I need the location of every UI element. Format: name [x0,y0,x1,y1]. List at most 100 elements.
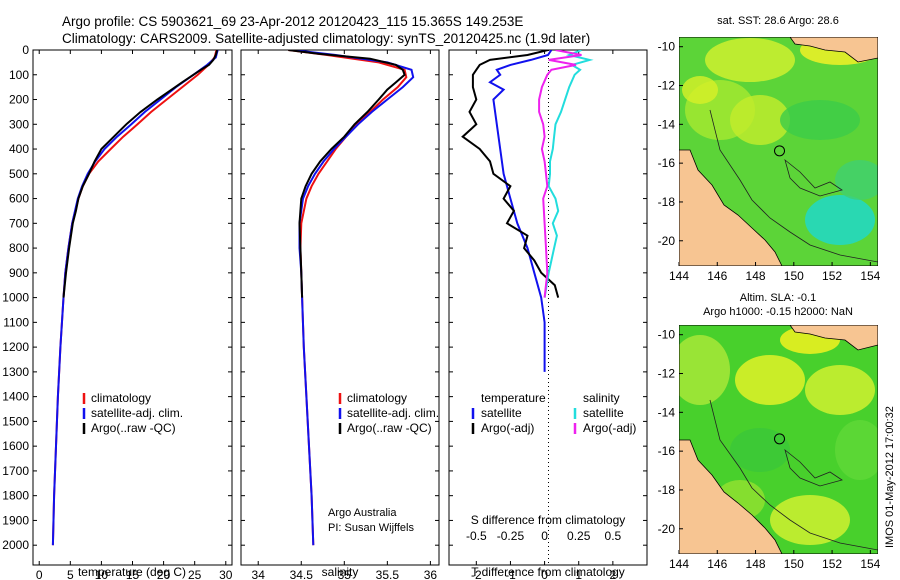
sst-land-ne [789,37,878,63]
depth-tick-label: 2000 [2,538,29,552]
map-x-tick-label: 152 [822,557,842,571]
institution-label: Argo Australia [328,507,397,519]
legend-label: satellite-adj. clim. [91,406,183,420]
legend-label: Argo(-adj) [583,421,636,435]
depth-tick-label: 200 [9,93,29,107]
map-y-tick-label: -10 [658,328,676,342]
sst-float-marker [774,145,786,157]
x-tick-label: -2 [471,568,482,580]
temperature-axes-frame [32,49,233,566]
sst-map-title: sat. SST: 28.6 Argo: 28.6 [717,15,839,27]
map-x-tick-label: 150 [784,269,804,283]
sla-field [679,326,878,545]
salinity-panel: 34 34.5 35 35.5 36 salinity climatologysatel… [240,49,440,580]
map-x-tick-label: 150 [784,557,804,571]
depth-axis: 0 100 200 300 400 500 600 700 800 900 1000 1100 1200… [2,43,232,552]
depth-tick-label: 1500 [2,414,29,428]
depth-tick-label: 1000 [2,291,29,305]
map-y-tick-label: -16 [658,156,676,170]
salinity-axes-frame [240,49,440,566]
x-tick-label: 0 [36,568,43,580]
depth-tick-label: 1300 [2,365,29,379]
depth-tick-label: 500 [9,167,29,181]
map-y-tick-label: -10 [658,40,676,54]
sst-land-australia [679,149,783,266]
field-blob [705,38,795,82]
difference-depth-ticks [449,49,647,546]
temperature-xlabel: temperature (deg C) [78,565,186,579]
map-y-tick-label: -20 [658,234,676,248]
difference-legend: temperature salinitysatelliteArgo(-adj)sa… [471,391,636,435]
map-y-tick-label: -18 [658,195,676,209]
x-tick-label: 34.5 [290,568,314,580]
t-diff-xlabel: T difference from climatology [471,565,625,579]
depth-tick-label: 0 [22,43,29,57]
salinity-x-axis: 34 34.5 35 35.5 36 [252,50,438,580]
depth-tick-label: 1200 [2,340,29,354]
x-tick-label: 25 [188,568,202,580]
sla-land-ne [789,325,878,351]
field-blob [835,160,878,200]
x-tick-label: 10 [95,568,109,580]
x-tick-label: -1 [505,568,516,580]
field-blob [835,420,878,480]
s-diff-xlabel: S difference from climatology [471,513,626,527]
map-y-tick-label: -16 [658,444,676,458]
series-line-argo-raw-qc- [62,50,219,298]
map-x-tick-label: 148 [746,269,766,283]
field-blob [780,100,860,140]
s-diff-tick-label: 0 [541,529,548,543]
field-blob [730,428,790,472]
s-diff-tick-label: -0.5 [466,529,487,543]
x-tick-label: 36 [424,568,438,580]
difference-x-axis-top: -0.5 -0.25 0 0.25 0.5 [466,529,622,543]
legend-label: climatology [91,391,151,405]
series-line-s-satellite [543,50,594,298]
series-line-t-satellite [488,50,553,372]
x-tick-label: 5 [67,568,74,580]
depth-tick-label: 1900 [2,513,29,527]
field-blob [805,365,875,415]
map-x-tick-label: 154 [860,269,880,283]
header-title-line1: Argo profile: CS 5903621_69 23-Apr-2012 … [62,14,523,29]
map-x-tick-label: 146 [707,269,727,283]
map-x-tick-label: 146 [707,557,727,571]
depth-tick-label: 1700 [2,464,29,478]
depth-tick-label: 1100 [3,315,29,329]
x-tick-label: 1 [575,568,582,580]
field-blob [730,95,790,145]
legend-label: satellite [583,406,624,420]
series-line-argo-raw-qc- [288,50,406,298]
salinity-xlabel: salinity [322,565,359,579]
x-tick-label: 20 [157,568,171,580]
depth-tick-label: 900 [9,266,29,280]
s-diff-tick-label: 0.25 [567,529,591,543]
sla-map-title-line1: Altim. SLA: -0.1 [740,292,816,304]
temperature-x-axis: 0 5 10 15 20 25 30 [36,50,233,580]
s-diff-tick-label: -0.25 [497,529,525,543]
map-y-tick-label: -12 [658,367,676,381]
x-tick-label: 0 [541,568,548,580]
sst-shelf-contour [709,109,878,263]
depth-tick-label: 1600 [2,439,29,453]
legend-label: climatology [347,391,407,405]
depth-tick-label: 800 [9,241,29,255]
depth-tick-label: 400 [9,142,29,156]
x-tick-label: 2 [610,568,617,580]
series-line-s-argo-adj- [538,50,582,298]
depth-tick-label: 1400 [2,390,29,404]
header-title-line2: Climatology: CARS2009. Satellite-adjuste… [62,31,590,46]
difference-series [461,50,594,372]
legend-label: Argo(-adj) [481,421,534,435]
legend-label: satellite [481,406,522,420]
depth-tick-label: 100 [9,68,29,82]
salinity-depth-ticks [241,49,439,546]
pi-label: PI: Susan Wijffels [328,522,414,534]
map-x-tick-label: 144 [669,269,689,283]
map-x-tick-label: 152 [822,269,842,283]
legend-label: Argo(..raw -QC) [347,421,432,435]
field-blob [770,495,850,545]
sst-map-axes: 144 146 148 150 152 154 -10 -12 -14 -16 -18 -20 [658,40,881,283]
